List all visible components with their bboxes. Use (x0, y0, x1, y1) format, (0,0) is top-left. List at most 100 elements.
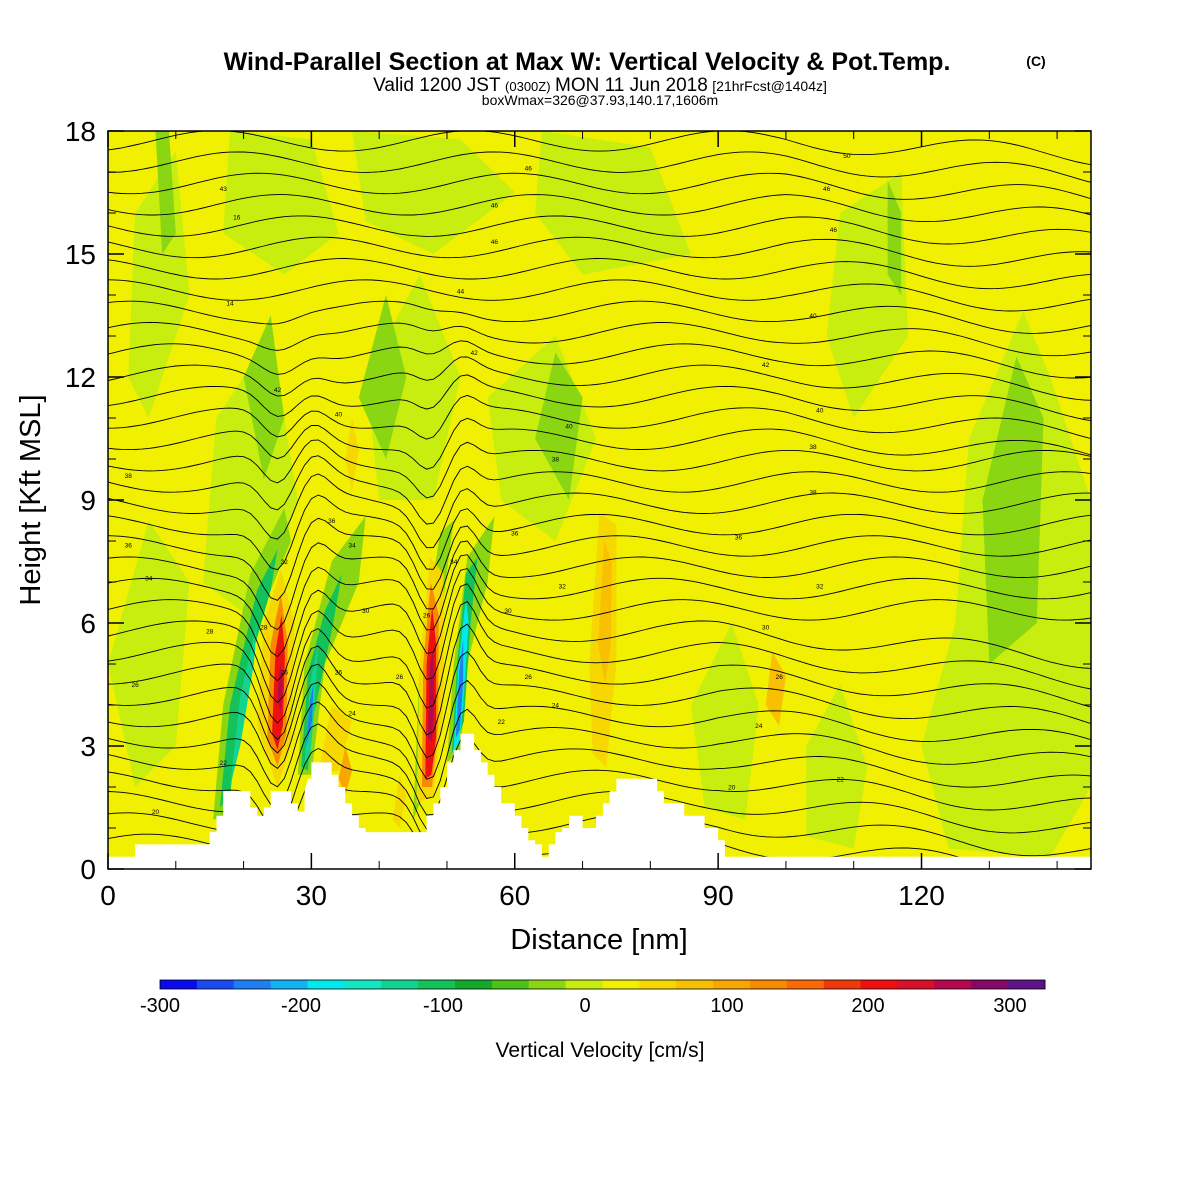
contour-label: 50 (843, 153, 851, 160)
colorbar-swatch (528, 980, 567, 989)
contour-label: 22 (220, 760, 228, 767)
colorbar-swatch (897, 980, 935, 989)
colorbar-swatch (934, 980, 972, 989)
theta-contours (108, 131, 1091, 869)
theta-contour-line (108, 340, 1091, 379)
theta-contour-line (108, 374, 1091, 422)
contour-label: 36 (125, 543, 133, 550)
velocity-region (272, 614, 285, 751)
colorbar-swatch (639, 980, 677, 989)
contour-label: 20 (728, 785, 736, 792)
x-tick-label: 120 (898, 880, 945, 911)
velocity-region (358, 295, 407, 459)
contour-label: 46 (823, 186, 831, 193)
y-tick-label: 15 (65, 239, 96, 270)
contour-label: 42 (762, 362, 770, 369)
velocity-region (306, 684, 314, 746)
contour-label: 46 (491, 239, 499, 246)
velocity-region (243, 315, 285, 480)
contour-label: 38 (125, 473, 133, 480)
theta-contour-line (108, 554, 1091, 658)
contour-label: 43 (220, 186, 228, 193)
theta-contour-line (108, 455, 1091, 525)
theta-contour-line (108, 394, 1091, 440)
contour-label: 40 (335, 411, 343, 418)
contour-labels: 43 46 50 46 46 46 46 16 44 14 40 42 42 42 40 40 40 38 38 38… (125, 153, 851, 816)
colorbar-swatch (602, 980, 640, 989)
contour-label: 28 (206, 629, 214, 636)
colorbar-swatch (1008, 980, 1046, 989)
x-tick-label: 60 (499, 880, 530, 911)
colorbar-swatch (307, 980, 345, 989)
contour-label: 36 (735, 534, 743, 541)
contour-label: 30 (762, 625, 770, 632)
colorbar-swatch (381, 980, 419, 989)
colorbar-tick-label: 100 (710, 995, 743, 1017)
contour-label: 22 (498, 719, 506, 726)
contour-label: 38 (809, 489, 817, 496)
contour-label: 32 (281, 559, 289, 566)
y-tick-label: 12 (65, 362, 96, 393)
velocity-region (806, 684, 868, 849)
contour-label: 28 (260, 625, 268, 632)
colorbar-swatch (860, 980, 898, 989)
contour-label: 38 (809, 444, 817, 451)
contour-label: 42 (470, 350, 478, 357)
velocity-region (223, 131, 339, 275)
colorbar-swatch (344, 980, 382, 989)
colorbar-swatch (786, 980, 825, 989)
velocity-region (219, 549, 278, 808)
colorbar-swatch (233, 980, 272, 989)
x-tick-label: 30 (296, 880, 327, 911)
colorbar-tick-label: -200 (281, 995, 321, 1017)
contour-label: 38 (552, 457, 560, 464)
contour-label: 16 (233, 215, 241, 222)
velocity-region (535, 131, 691, 275)
colorbar-swatch (971, 980, 1009, 989)
theta-contour-line (108, 417, 1091, 470)
contour-label: 30 (362, 608, 370, 615)
contour-label: 24 (348, 711, 356, 718)
contour-label: 34 (145, 575, 153, 582)
contour-label: 40 (565, 424, 573, 431)
velocity-region (230, 623, 258, 787)
x-axis-label: Distance [nm] (510, 924, 687, 956)
contour-label: 46 (491, 202, 499, 209)
x-tick-label: 90 (703, 880, 734, 911)
colorbar-swatch (823, 980, 862, 989)
theta-contour-line (108, 540, 1091, 631)
contour-label: 26 (335, 670, 343, 677)
colorbar-frame (159, 979, 1046, 990)
contour-label: 40 (809, 313, 817, 320)
velocity-region (428, 647, 435, 742)
theta-contour-line (108, 473, 1091, 549)
y-axis-label: Height [Kft MSL] (15, 394, 47, 605)
terrain (108, 733, 1091, 869)
colorbar-swatch (160, 980, 198, 989)
contour-label: 20 (152, 809, 160, 816)
contour-label: 36 (511, 530, 519, 537)
chart-subtitle: Valid 1200 JST (0300Z) MON 11 Jun 2018 [… (373, 75, 827, 96)
colorbar-swatch (713, 980, 751, 989)
theta-contour-line (108, 701, 1091, 800)
theta-contour-line (108, 300, 1091, 334)
colorbar-swatch (418, 980, 456, 989)
velocity-region (338, 746, 353, 796)
chart-title: Wind-Parallel Section at Max W: Vertical… (224, 48, 951, 76)
contour-label: 34 (450, 559, 458, 566)
terrain-profile (108, 733, 1091, 869)
y-tick-label: 9 (80, 485, 96, 516)
colorbar-swatch (270, 980, 308, 989)
colorbar-swatch (491, 980, 530, 989)
theta-contour-line (108, 494, 1091, 571)
theta-contour-line (108, 131, 1091, 166)
contour-label: 32 (816, 584, 824, 591)
colorbar-tick-label: -100 (423, 995, 463, 1017)
chart-subtitle-2: boxWmax=326@37.93,140.17,1606m (482, 92, 718, 108)
colorbar-tick-label: 300 (993, 995, 1026, 1017)
contour-label: 26 (131, 682, 139, 689)
theta-contour-line (108, 583, 1091, 704)
contour-label: 26 (776, 674, 784, 681)
x-tick-label: 0 (100, 880, 116, 911)
velocity-field (108, 131, 1091, 857)
